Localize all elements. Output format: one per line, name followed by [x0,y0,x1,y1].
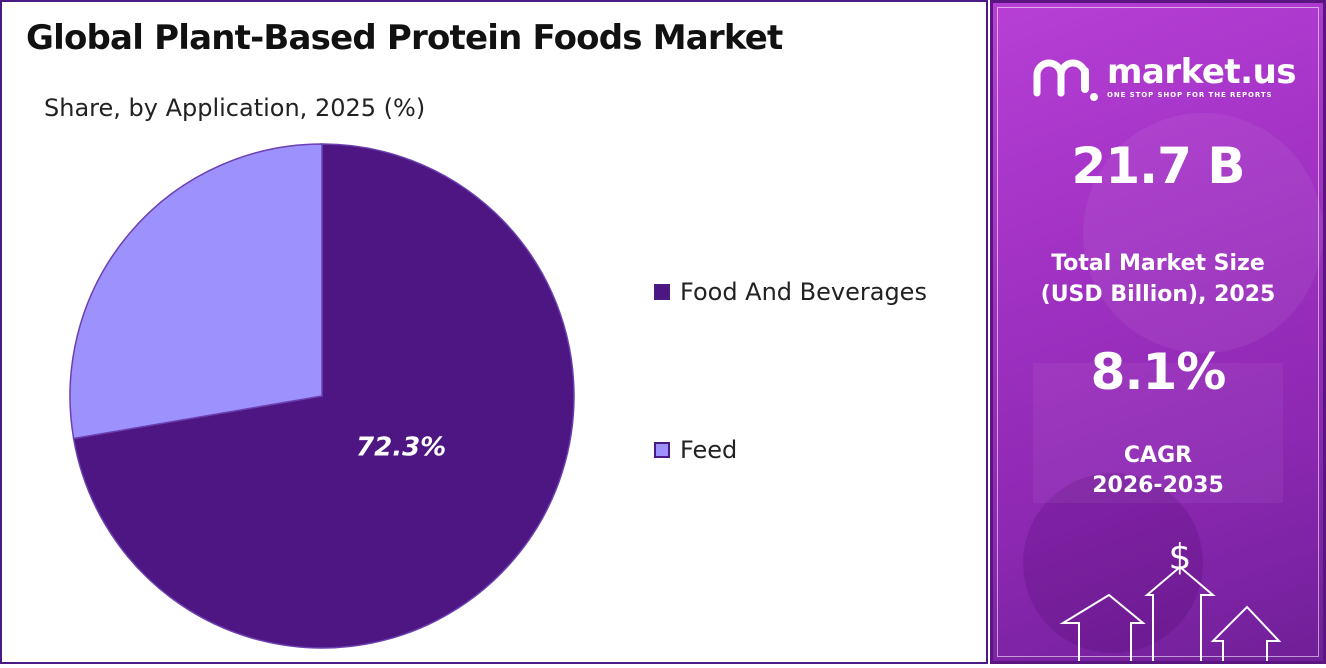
market-size-caption-line2: (USD Billion), 2025 [1040,282,1276,307]
panel-inner-border [997,7,1319,657]
cagr-value: 8.1% [1090,343,1227,401]
up-arrow-icon [1059,593,1146,661]
cagr-caption-line1: CAGR [1123,443,1193,468]
legend-item-feed: Feed [654,436,737,464]
legend-item-food-and-beverages: Food And Beverages [654,278,927,306]
background-decoration [1023,113,1323,653]
growth-arrows: $ [1059,537,1282,661]
legend-label-food-and-beverages: Food And Beverages [680,278,927,306]
chart-subtitle: Share, by Application, 2025 (%) [44,94,426,122]
chart-panel: Global Plant-Based Protein Foods Market … [0,0,988,664]
legend-label-feed: Feed [680,436,738,464]
brand-logo: market.us ONE STOP SHOP FOR THE REPORTS [1033,52,1297,105]
market-size-caption-line1: Total Market Size [1051,251,1265,276]
pie-chart: 72.3% [69,143,575,649]
up-arrow-icon [1210,605,1282,661]
page-title: Global Plant-Based Protein Foods Market [26,18,783,58]
pie-slice-food-and-beverages [72,143,575,649]
legend-swatch-food-and-beverages [654,284,670,300]
dollar-icon: $ [1169,537,1192,578]
pie-slice-feed [69,143,323,440]
up-arrow-icon [1144,565,1216,661]
market-us-logo-icon [1033,59,1098,101]
cagr-caption-line2: 2026-2035 [1092,473,1224,498]
data-label-food-and-beverages: 72.3% [356,432,446,462]
brand-name: market.us [1107,52,1297,92]
summary-panel: market.us ONE STOP SHOP FOR THE REPORTS … [990,0,1326,664]
legend-swatch-feed [654,442,670,458]
brand-tagline: ONE STOP SHOP FOR THE REPORTS [1107,91,1273,99]
market-size-value: 21.7 B [1071,137,1246,195]
